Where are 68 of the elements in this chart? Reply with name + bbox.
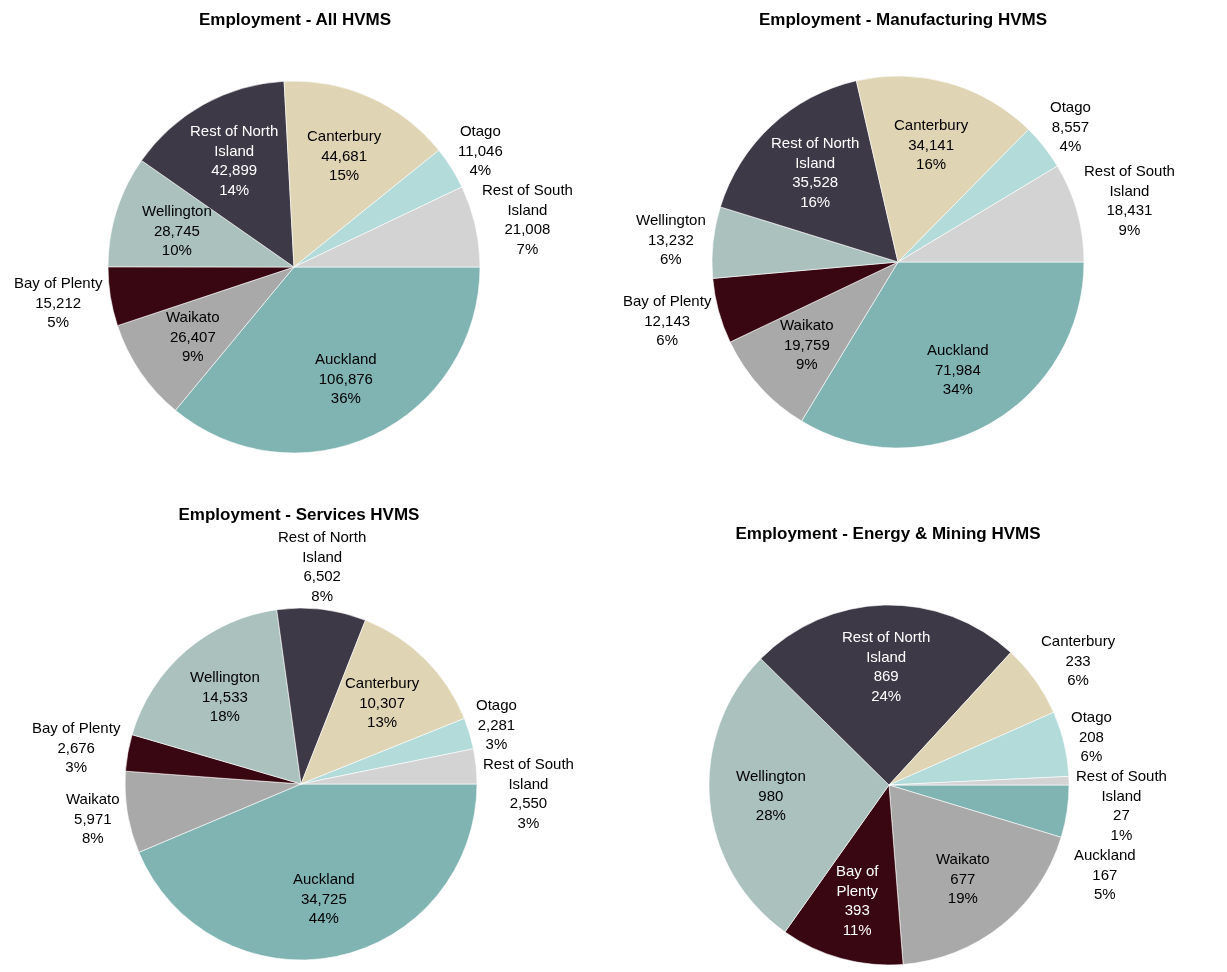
slice-label: Rest of South Island [483, 755, 574, 792]
slice-label: Otago [1071, 708, 1112, 725]
slice-label: Bay of Plenty [14, 274, 103, 291]
slice-label: Bay of Plenty [836, 862, 880, 899]
data-label: 5,971 8% [74, 809, 112, 846]
slice-label: Auckland [293, 870, 355, 887]
slice-label: Canterbury [894, 116, 969, 133]
slice-label: Rest of South Island [1084, 162, 1175, 199]
data-label: 42,899 14% [211, 161, 258, 198]
data-label: 12,143 6% [644, 311, 691, 348]
data-label: 27 1% [1110, 806, 1133, 843]
data-label: 71,984 34% [934, 360, 981, 397]
data-label: 15,212 5% [35, 293, 82, 330]
data-label: 106,876 36% [318, 369, 373, 406]
slice-label: Waikato [780, 316, 834, 333]
data-label: 44,681 15% [321, 146, 368, 183]
slice-label: Wellington [190, 668, 260, 685]
data-label: 393 11% [842, 901, 872, 938]
data-label: 167 5% [1092, 865, 1118, 902]
slice-label: Rest of North Island [842, 628, 931, 665]
slice-label: Auckland [315, 350, 377, 367]
data-label: 677 19% [947, 869, 978, 906]
slice-label: Otago [1050, 98, 1091, 115]
data-label: 233 6% [1065, 651, 1091, 688]
data-label: 2,676 3% [57, 738, 95, 775]
data-label: 869 24% [871, 667, 902, 704]
slice-label: Canterbury [345, 674, 420, 691]
slice-label: Rest of South Island [1076, 767, 1167, 804]
data-label: 13,232 6% [647, 230, 694, 267]
slice-label: Otago [476, 696, 517, 713]
data-label: 6,502 8% [303, 567, 341, 604]
slice-label: Rest of North Island [190, 122, 279, 159]
data-label: 26,407 9% [169, 327, 216, 364]
data-label: 8,557 4% [1051, 117, 1090, 154]
chart-title: Employment - Energy & Mining HVMS [735, 523, 1041, 543]
slice-label: Rest of North Island [278, 528, 367, 565]
slice-label: Rest of South Island [482, 181, 573, 218]
slice-label: Wellington [736, 767, 806, 784]
chart-title: Employment - Manufacturing HVMS [758, 9, 1048, 29]
slice-label: Otago [459, 122, 501, 139]
slice-label: Waikato [166, 308, 220, 325]
data-label: 10,307 13% [359, 693, 406, 730]
chart-title: Employment - All HVMS [198, 9, 392, 29]
slice-label: Bay of Plenty [623, 292, 712, 309]
data-label: 21,008 7% [504, 220, 551, 257]
data-label: 14,533 18% [201, 687, 248, 724]
slice-label: Waikato [936, 850, 990, 867]
data-label: 980 28% [755, 786, 786, 823]
data-label: 2,281 3% [477, 715, 516, 752]
data-label: 34,725 44% [300, 889, 347, 926]
slice-label: Rest of North Island [771, 134, 860, 171]
data-label: 34,141 16% [908, 135, 955, 172]
data-label: 19,759 9% [783, 335, 830, 372]
data-label: 11,046 4% [458, 141, 503, 178]
data-label: 35,528 16% [792, 173, 839, 210]
data-label: 28,745 10% [153, 221, 200, 258]
slice-label: Canterbury [1041, 632, 1116, 649]
slice-label: Wellington [636, 211, 706, 228]
data-label: 18,431 9% [1106, 201, 1153, 238]
slice-label: Wellington [142, 202, 212, 219]
slice-label: Auckland [1074, 846, 1136, 863]
slice-label: Auckland [927, 341, 989, 358]
data-label: 208 6% [1078, 727, 1104, 764]
slice-label: Bay of Plenty [32, 719, 121, 736]
data-label: 2,550 3% [509, 794, 548, 831]
chart-title: Employment - Services HVMS [178, 504, 420, 524]
slice-label: Canterbury [307, 127, 382, 144]
slice-label: Waikato [66, 790, 120, 807]
